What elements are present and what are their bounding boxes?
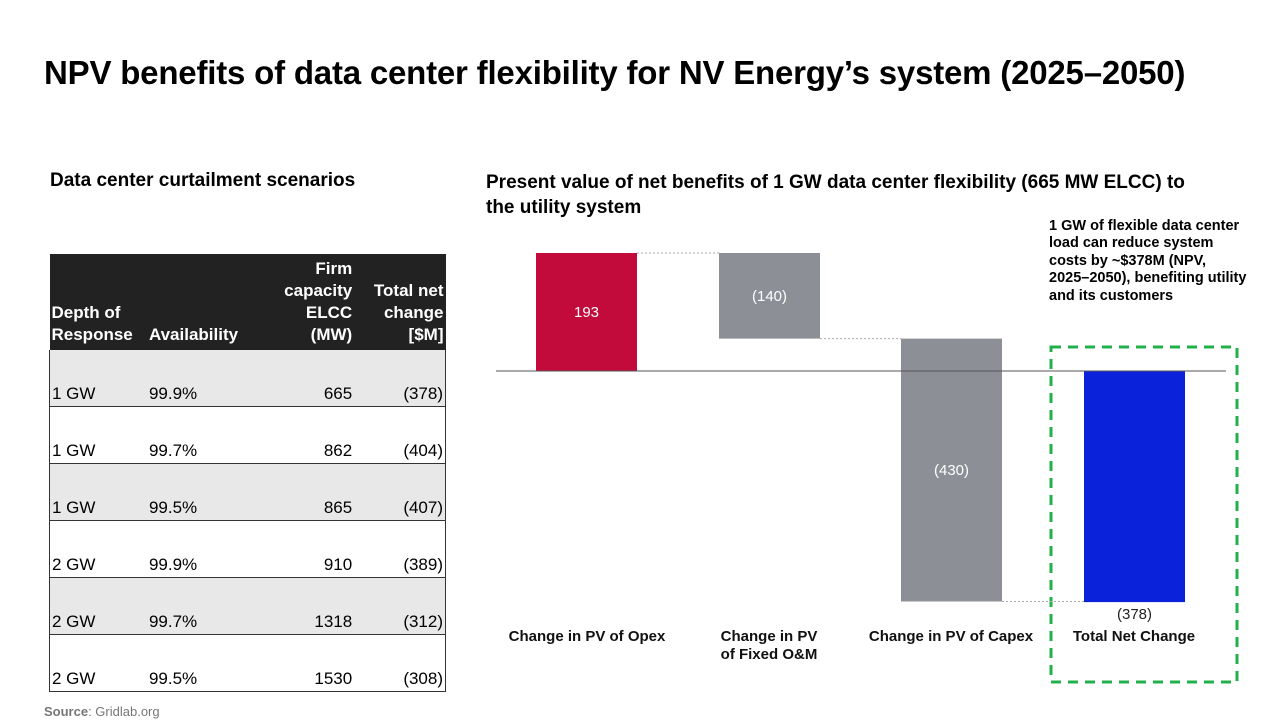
table-row: 2 GW 99.7% 1318 (312) <box>48 577 447 635</box>
cell-elcc: 665 <box>259 350 355 407</box>
cell-availability: 99.7% <box>146 406 260 464</box>
cell-net-change: (308) <box>354 634 447 692</box>
chart-title: Present value of net benefits of 1 GW da… <box>486 172 1185 218</box>
data-label: 193 <box>574 304 599 321</box>
category-label: Total Net Change <box>1073 628 1195 645</box>
scenarios-table: Depth of Response Availability Firm capa… <box>48 254 447 692</box>
cell-net-change: (312) <box>354 577 447 635</box>
table-row: 1 GW 99.5% 865 (407) <box>48 463 447 521</box>
cell-availability: 99.9% <box>146 350 260 407</box>
cell-elcc: 862 <box>259 406 355 464</box>
header-elcc: Firm capacity ELCC (MW) <box>259 254 355 350</box>
source-note: Source: Gridlab.org <box>44 704 160 719</box>
data-label: (140) <box>752 288 787 305</box>
table-row: 1 GW 99.9% 665 (378) <box>48 350 447 407</box>
cell-elcc: 910 <box>259 520 355 578</box>
source-label: Source <box>44 704 89 719</box>
cell-net-change: (407) <box>354 463 447 521</box>
bar-2 <box>901 338 1002 602</box>
chart-annotation: 1 GW of flexible data center load can re… <box>1049 218 1247 304</box>
source-text: : Gridlab.org <box>88 704 160 719</box>
cell-depth: 1 GW <box>48 463 147 521</box>
category-label: Change in PV <box>721 628 818 645</box>
header-net-change: Total net change [$M] <box>354 254 446 350</box>
cell-availability: 99.7% <box>146 577 260 635</box>
category-label: Change in PV of Capex <box>869 628 1034 645</box>
bar-3 <box>1084 371 1185 603</box>
table-heading: Data center curtailment scenarios <box>50 170 356 191</box>
table-row: 2 GW 99.5% 1530 (308) <box>48 634 447 692</box>
cell-net-change: (378) <box>354 350 447 407</box>
cell-availability: 99.5% <box>146 463 260 521</box>
category-label: Change in PV of Opex <box>509 628 666 645</box>
cell-elcc: 1318 <box>259 577 355 635</box>
cell-depth: 1 GW <box>48 406 147 464</box>
cell-depth: 2 GW <box>48 634 147 692</box>
header-depth: Depth of Response <box>49 254 147 350</box>
data-label: (430) <box>934 462 969 479</box>
cell-depth: 2 GW <box>48 520 147 578</box>
cell-elcc: 865 <box>259 463 355 521</box>
bar-1 <box>719 253 820 339</box>
bar-0 <box>536 253 637 371</box>
header-availability: Availability <box>146 254 260 350</box>
cell-net-change: (389) <box>354 520 447 578</box>
cell-elcc: 1530 <box>259 634 355 692</box>
table-row: 1 GW 99.7% 862 (404) <box>48 406 447 464</box>
cell-depth: 1 GW <box>48 350 147 407</box>
cell-availability: 99.9% <box>146 520 260 578</box>
table-row: 2 GW 99.9% 910 (389) <box>48 520 447 578</box>
cell-net-change: (404) <box>354 406 447 464</box>
table-header-row: Depth of Response Availability Firm capa… <box>49 254 446 350</box>
data-label: (378) <box>1117 606 1152 623</box>
category-label: of Fixed O&M <box>721 646 818 663</box>
cell-availability: 99.5% <box>146 634 260 692</box>
total-highlight-box <box>1049 345 1239 684</box>
page-title: NPV benefits of data center flexibility … <box>44 54 1186 91</box>
cell-depth: 2 GW <box>48 577 147 635</box>
